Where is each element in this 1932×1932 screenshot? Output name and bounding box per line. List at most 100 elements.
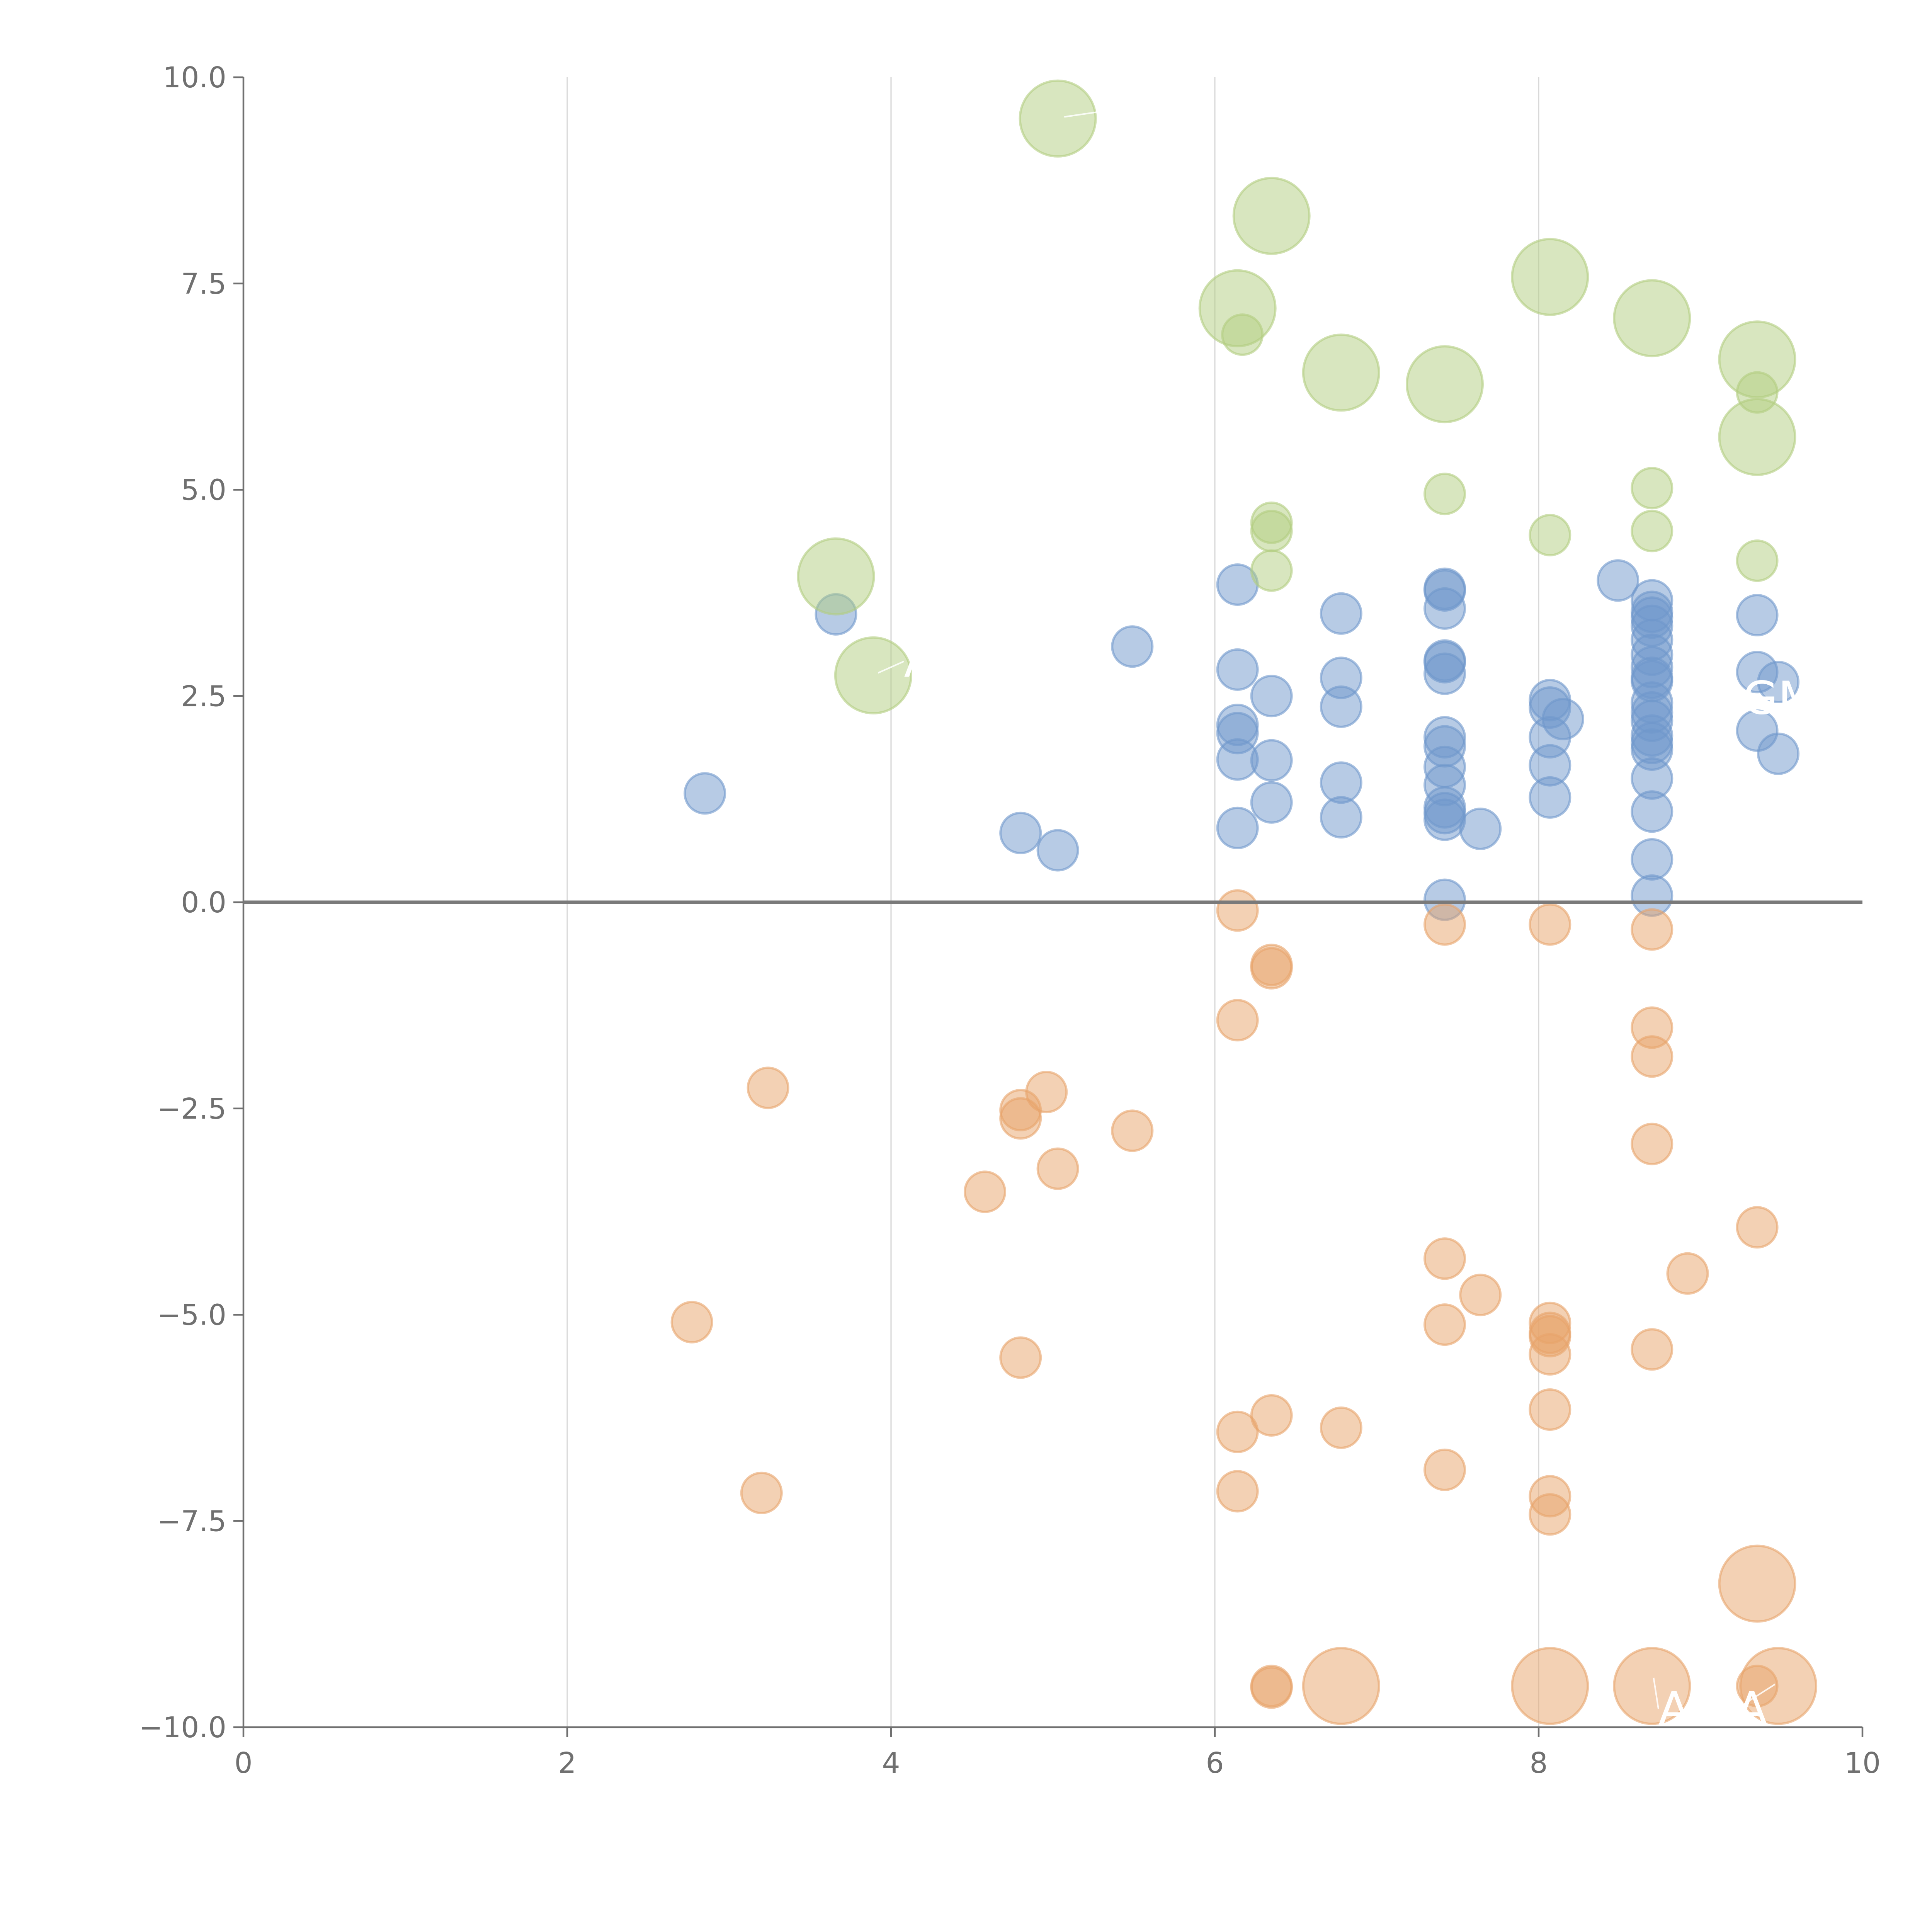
blue-bubble (1320, 592, 1362, 635)
blue-bubble (1320, 685, 1362, 728)
orange-bubble (1631, 908, 1673, 951)
orange-bubble (1302, 1647, 1380, 1725)
annotation-label: I (1098, 85, 1112, 138)
x-tick-label: 6 (1206, 1747, 1224, 1780)
annotation-label: A (904, 634, 935, 688)
orange-bubble (1250, 1394, 1293, 1437)
green-bubble (1019, 79, 1097, 158)
green-bubble (1511, 238, 1589, 316)
green-series (797, 79, 1796, 714)
blue-bubble (1423, 652, 1466, 695)
green-bubble (1406, 345, 1484, 423)
blue-bubble (1736, 594, 1779, 636)
orange-bubble (1529, 903, 1571, 946)
green-bubble (1302, 333, 1380, 412)
orange-bubble (1736, 1206, 1779, 1249)
blue-bubble (1541, 698, 1584, 740)
y-tick-label: 0.0 (181, 886, 226, 919)
orange-bubble (1718, 1544, 1796, 1623)
orange-bubble (1423, 1237, 1466, 1280)
blue-bubble (1459, 808, 1502, 850)
green-bubble (1736, 539, 1779, 582)
orange-bubble (1423, 1303, 1466, 1346)
y-tick-label: 7.5 (181, 267, 226, 301)
annotation-label: A (1658, 1682, 1690, 1735)
blue-bubble (1423, 798, 1466, 841)
blue-bubble (684, 772, 726, 815)
orange-bubble (1250, 947, 1293, 990)
blue-bubble (1250, 739, 1293, 782)
orange-bubble (1216, 999, 1259, 1042)
orange-bubble (1459, 1274, 1502, 1316)
orange-bubble (1025, 1071, 1068, 1114)
blue-bubble (1111, 625, 1154, 668)
green-bubble (1718, 398, 1796, 476)
green-bubble (1631, 510, 1673, 553)
y-tick-label: −7.5 (157, 1505, 226, 1538)
blue-bubble (1216, 648, 1259, 691)
tick-marks: −10.0 −7.5 −5.0 −2.5 0.0 2.5 5.0 7.5 10.0 0 2 4 6 8 10 (139, 61, 1881, 1780)
green-bubble (1529, 514, 1571, 556)
orange-bubble (1423, 903, 1466, 946)
blue-bubble (1529, 776, 1571, 819)
orange-bubble (1423, 1448, 1466, 1491)
green-bubble (1423, 473, 1466, 515)
orange-bubble (1529, 1333, 1571, 1376)
orange-bubble (1250, 1666, 1293, 1709)
orange-bubble (1320, 1406, 1362, 1449)
y-tick-label: 2.5 (181, 680, 226, 713)
x-tick-label: 0 (234, 1747, 252, 1780)
orange-bubble (999, 1097, 1042, 1140)
green-bubble (1250, 510, 1293, 553)
orange-bubble (1631, 1328, 1673, 1371)
blue-bubble (999, 811, 1042, 854)
orange-bubble (999, 1336, 1042, 1379)
orange-bubble (1216, 1410, 1259, 1453)
orange-bubble (670, 1301, 713, 1344)
green-bubble (797, 537, 875, 616)
green-bubble (1613, 279, 1691, 357)
y-tick-label: 5.0 (181, 474, 226, 507)
blue-bubble (1757, 661, 1800, 703)
orange-bubble (1111, 1109, 1154, 1152)
x-tick-label: 2 (558, 1747, 576, 1780)
blue-bubble (1631, 790, 1673, 833)
x-tick-label: 10 (1844, 1747, 1881, 1780)
orange-bubble (1739, 1647, 1818, 1725)
blue-bubble (1216, 806, 1259, 849)
blue-bubble (1631, 838, 1673, 881)
y-tick-label: −5.0 (157, 1299, 226, 1332)
blue-bubble (1250, 781, 1293, 824)
x-tick-label: 4 (882, 1747, 900, 1780)
annotation-label: GM (1743, 672, 1817, 725)
orange-bubble (1631, 1035, 1673, 1078)
green-bubble (834, 636, 912, 714)
y-tick-label: 10.0 (163, 61, 226, 94)
orange-bubble (1666, 1252, 1709, 1295)
orange-bubble (1216, 1470, 1259, 1513)
y-tick-label: −10.0 (139, 1711, 226, 1744)
blue-bubble (1036, 829, 1079, 872)
blue-bubble (1423, 587, 1466, 630)
green-bubble (1221, 313, 1264, 356)
y-tick-label: −2.5 (157, 1092, 226, 1126)
orange-bubble (740, 1471, 783, 1514)
orange-series (670, 889, 1818, 1725)
blue-series (684, 559, 1800, 921)
blue-bubble (1597, 559, 1639, 602)
green-bubble (1250, 549, 1293, 592)
orange-bubble (1511, 1647, 1589, 1725)
green-bubble (1631, 467, 1673, 510)
annotation-leader-line (878, 660, 905, 674)
blue-bubble (1757, 732, 1800, 775)
orange-bubble (747, 1066, 789, 1109)
orange-bubble (1631, 1122, 1673, 1165)
annotation-leader-line (1736, 1684, 1776, 1710)
orange-bubble (1216, 889, 1259, 932)
orange-bubble (1529, 1388, 1571, 1431)
annotation-leader-line (1064, 111, 1099, 118)
orange-bubble (1036, 1147, 1079, 1190)
x-tick-label: 8 (1529, 1747, 1548, 1780)
